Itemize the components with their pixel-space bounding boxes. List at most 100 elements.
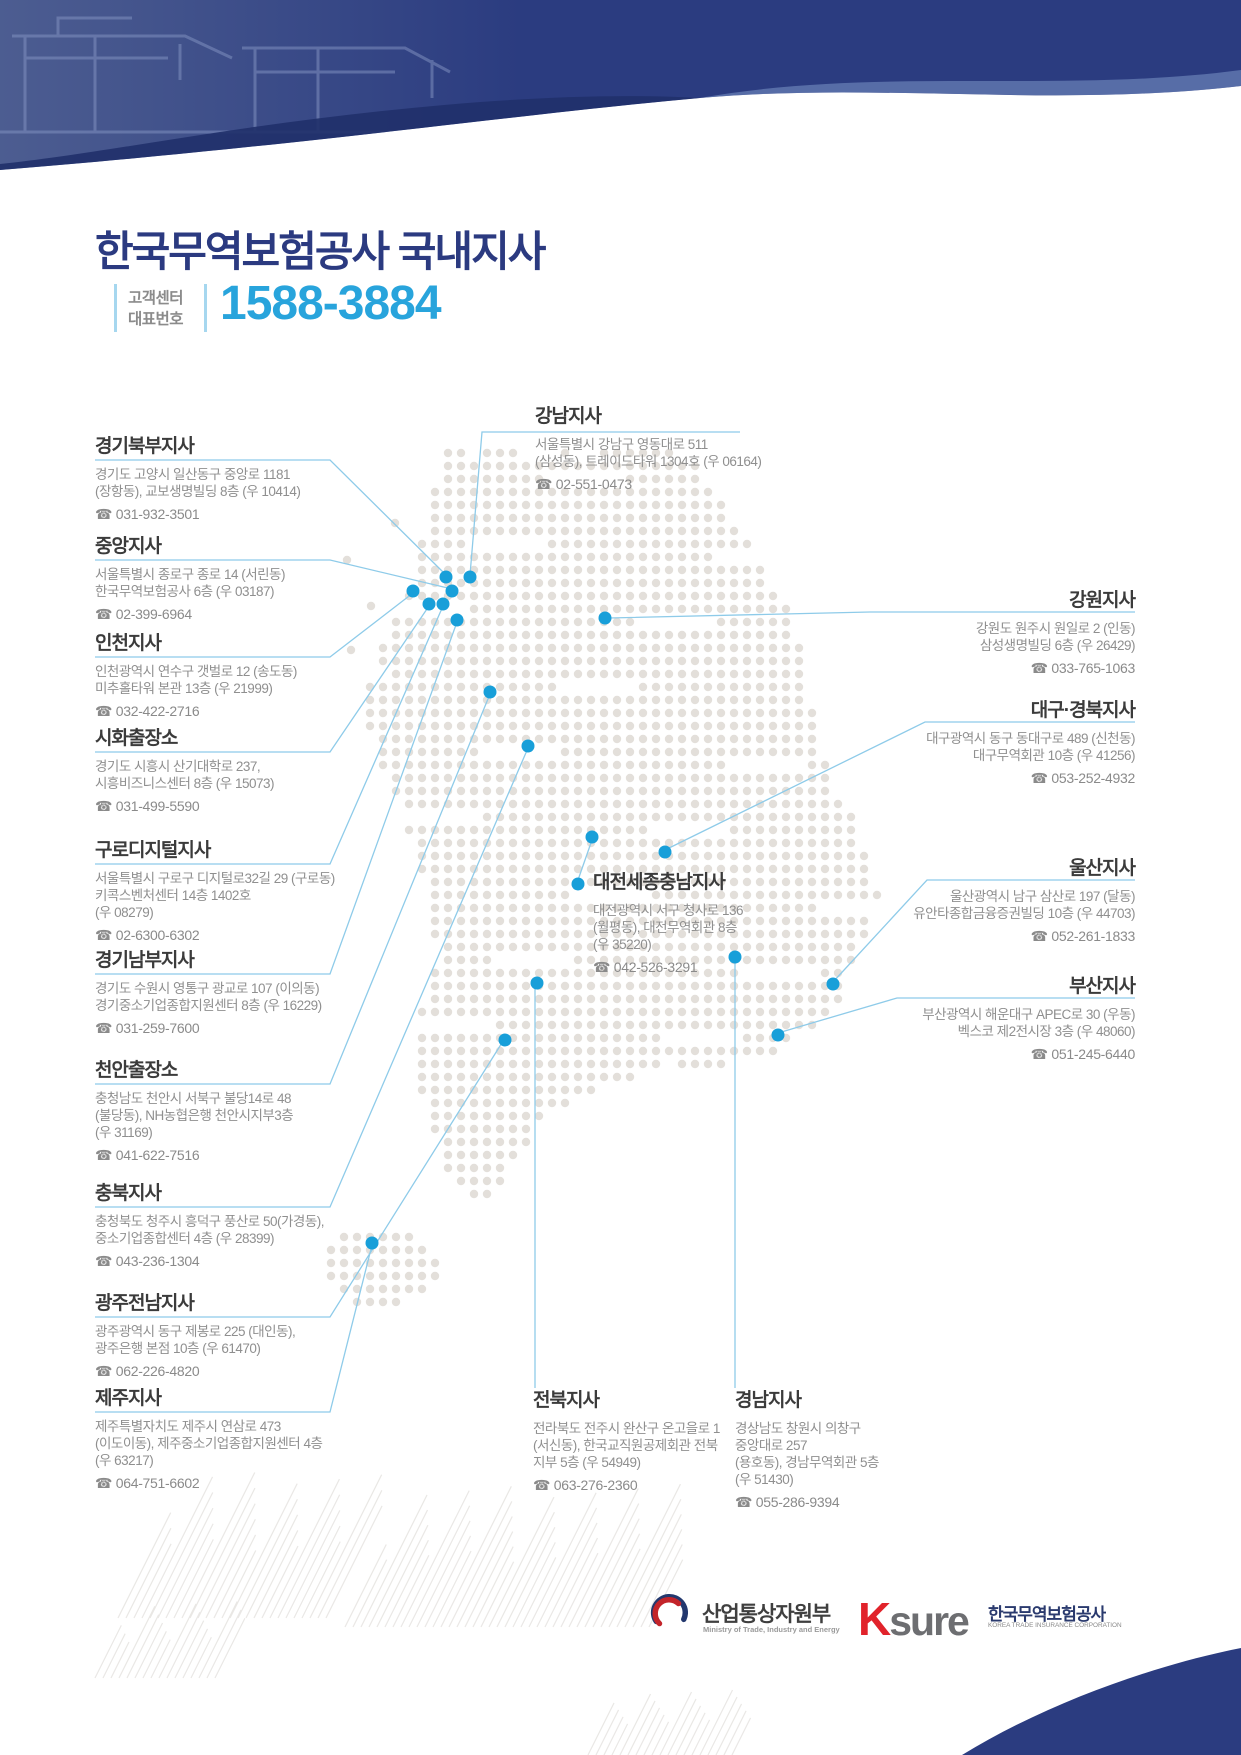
branch-phone: ☎ 064-751-6602 [95, 1475, 395, 1492]
branch-block-chungbuk: 충북지사 충청북도 청주시 흥덕구 풍산로 50(가경동), 중소기업종합센터 4층… [95, 1183, 395, 1270]
marker-gangwon [598, 611, 612, 625]
branch-title: 강남지사 [535, 406, 602, 427]
branch-address: 울산광역시 남구 삼산로 197 (달동) 유안타종합금융증권빌딩 10층 (우 … [805, 888, 1135, 922]
branch-title: 경기남부지사 [95, 950, 195, 971]
leader-guro [95, 605, 444, 865]
branch-address-line: 삼성생명빌딩 6층 (우 26429) [979, 638, 1136, 653]
branch-block-incheon: 인천지사 인천광역시 연수구 갯벌로 12 (송도동) 미추홀타워 본관 13층 (… [95, 633, 395, 720]
branch-block-ulsan: 울산지사 울산광역시 남구 삼산로 197 (달동) 유안타종합금융증권빌딩 10층… [805, 858, 1136, 945]
marker-cheonan [483, 685, 497, 699]
phone-icon: ☎ [735, 1494, 756, 1510]
branch-address-line: 지부 5층 (우 54949) [533, 1455, 641, 1470]
branch-address-line: 한국무역보험공사 6층 (우 03187) [95, 584, 275, 599]
branch-address-line: 울산광역시 남구 삼산로 197 (달동) [949, 889, 1136, 904]
leader-busan [777, 997, 1135, 1034]
branch-address-line: (월평동), 대전무역회관 8층 [593, 920, 737, 935]
branch-address-line: (우 35220) [593, 937, 652, 952]
marker-ulsan [826, 977, 840, 991]
branch-phone-number: 032-422-2716 [115, 703, 200, 719]
branch-address-line: 벡스코 제2전시장 3층 (우 48060) [957, 1024, 1136, 1039]
branch-block-jungang: 중앙지사 서울특별시 종로구 종로 14 (서린동) 한국무역보험공사 6층 (우 … [95, 536, 395, 623]
branch-phone: ☎ 02-551-0473 [535, 476, 835, 493]
branch-title: 제주지사 [95, 1388, 162, 1409]
branch-address-line: 시흥비즈니스센터 8층 (우 15073) [95, 776, 275, 791]
page-title-suffix: 국내지사 [397, 228, 547, 275]
phone-icon: ☎ [95, 1147, 116, 1163]
branch-block-busan: 부산지사 부산광역시 해운대구 APEC로 30 (우동) 벡스코 제2전시장 3층… [805, 976, 1136, 1063]
branch-address-line: 강원도 원주시 원일로 2 (인동) [975, 621, 1136, 636]
ksure-logo: Ksure 한국무역보험공사 KOREA TRADE INSURANCE COR… [858, 1592, 1122, 1646]
branch-phone: ☎ 031-259-7600 [95, 1020, 395, 1037]
branch-phone: ☎ 055-286-9394 [735, 1494, 945, 1511]
branch-address: 대구광역시 동구 동대구로 489 (신천동) 대구무역회관 10층 (우 412… [805, 730, 1135, 764]
branch-address-line: 키콕스벤처센터 14층 1402호 [95, 888, 251, 903]
phone-icon: ☎ [1030, 770, 1052, 786]
branch-phone: ☎ 02-6300-6302 [95, 927, 395, 944]
branch-title: 대구·경북지사 [1030, 700, 1136, 721]
branch-title: 구로디지털지사 [95, 840, 211, 861]
branch-address: 인천광역시 연수구 갯벌로 12 (송도동) 미추홀타워 본관 13층 (우 21… [95, 663, 395, 697]
branch-address-line: (우 63217) [95, 1453, 154, 1468]
leader-daegu-gyeongbuk [664, 721, 1135, 851]
branch-address: 서울특별시 강남구 영동대로 511 (삼성동), 트레이드타워 1304호 (우… [535, 436, 835, 470]
branch-address: 강원도 원주시 원일로 2 (인동) 삼성생명빌딩 6층 (우 26429) [805, 620, 1136, 654]
branch-phone: ☎ 042-526-3291 [593, 959, 823, 976]
phone-icon: ☎ [533, 1477, 554, 1493]
marker-chungbuk [521, 739, 535, 753]
branch-address: 경기도 시흥시 산기대학로 237, 시흥비즈니스센터 8층 (우 15073) [95, 758, 395, 792]
branch-address-line: 경기도 수원시 영통구 광교로 107 (이의동) [95, 981, 320, 996]
leader-gyeonggi-north [95, 459, 447, 576]
branch-phone-number: 031-499-5590 [115, 798, 200, 814]
branch-address: 전라북도 전주시 완산구 온고을로 1 (서신동), 한국교직원공제회관 전북 지부… [533, 1420, 773, 1471]
branch-title: 중앙지사 [95, 536, 162, 557]
leader-jeju [95, 1244, 373, 1413]
page-title: 한국무역보험공사 국내지사 [95, 218, 547, 279]
leader-gyeonggi-south [95, 621, 458, 975]
phone-icon: ☎ [535, 476, 556, 492]
branch-phone-number: 053-252-4932 [1051, 770, 1135, 786]
branch-phone-number: 02-551-0473 [555, 476, 632, 492]
branch-block-jeju: 제주지사 제주특별자치도 제주시 연삼로 473 (이도이동), 제주중소기업종합지… [95, 1388, 395, 1492]
branch-address: 경기도 수원시 영통구 광교로 107 (이의동) 경기중소기업종합지원센터 8층… [95, 980, 395, 1014]
branch-address-line: (우 08279) [95, 905, 154, 920]
branch-address-line: 제주특별자치도 제주시 연삼로 473 [95, 1419, 281, 1434]
branch-block-gangwon: 강원지사 강원도 원주시 원일로 2 (인동) 삼성생명빌딩 6층 (우 26429… [805, 590, 1136, 677]
leader-incheon [95, 592, 414, 658]
branch-address: 서울특별시 구로구 디지털로32길 29 (구로동) 키콕스벤처센터 14층 14… [95, 870, 395, 921]
branch-phone: ☎ 052-261-1833 [805, 928, 1136, 945]
branch-phone-number: 063-276-2360 [553, 1477, 638, 1493]
branch-address-line: (불당동), NH농협은행 천안시지부3층 [95, 1108, 294, 1123]
marker-gyeonggi-north [439, 570, 453, 584]
motie-name-kr: 산업통상자원부 [702, 1603, 831, 1626]
branch-phone: ☎ 053-252-4932 [805, 770, 1136, 787]
header-banner [0, 0, 1241, 170]
branch-title: 대전세종충남지사 [593, 872, 726, 893]
branch-address-line: 중앙대로 257 [735, 1438, 807, 1453]
branch-address-line: 유안타종합금융증권빌딩 10층 (우 44703) [913, 906, 1135, 921]
marker-gangnam [463, 570, 477, 584]
branch-address: 충청남도 천안시 서북구 불당14로 48 (불당동), NH농협은행 천안시지부… [95, 1090, 395, 1141]
branch-address-line: 대구광역시 동구 동대구로 489 (신천동) [926, 731, 1135, 746]
marker-guro [436, 597, 450, 611]
ksure-name-en: KOREA TRADE INSURANCE CORPORATION [988, 1622, 1122, 1629]
branch-title: 시화출장소 [95, 728, 178, 749]
customer-center-line1: 고객센터 [128, 290, 184, 307]
leader-jungang [95, 559, 453, 590]
phone-icon: ☎ [95, 606, 116, 622]
leader-gangwon [608, 611, 1135, 619]
phone-icon: ☎ [95, 1475, 116, 1491]
phone-icon: ☎ [593, 959, 614, 975]
branch-title: 전북지사 [533, 1390, 600, 1411]
phone-icon: ☎ [95, 1020, 116, 1036]
branch-phone-number: 041-622-7516 [115, 1147, 200, 1163]
branch-address-line: (우 31169) [95, 1125, 153, 1140]
branch-address-line: 경기도 시흥시 산기대학로 237, [95, 759, 261, 774]
branch-phone-number: 042-526-3291 [613, 959, 698, 975]
branch-title: 부산지사 [1069, 976, 1136, 997]
